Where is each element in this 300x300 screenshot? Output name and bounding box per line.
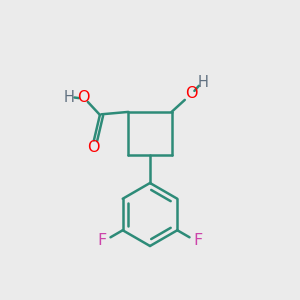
Text: F: F: [97, 233, 106, 248]
Text: O: O: [185, 86, 197, 101]
Text: F: F: [194, 233, 203, 248]
Text: H: H: [198, 75, 208, 90]
Text: H: H: [64, 90, 74, 105]
Text: O: O: [77, 90, 90, 105]
Text: O: O: [87, 140, 100, 154]
